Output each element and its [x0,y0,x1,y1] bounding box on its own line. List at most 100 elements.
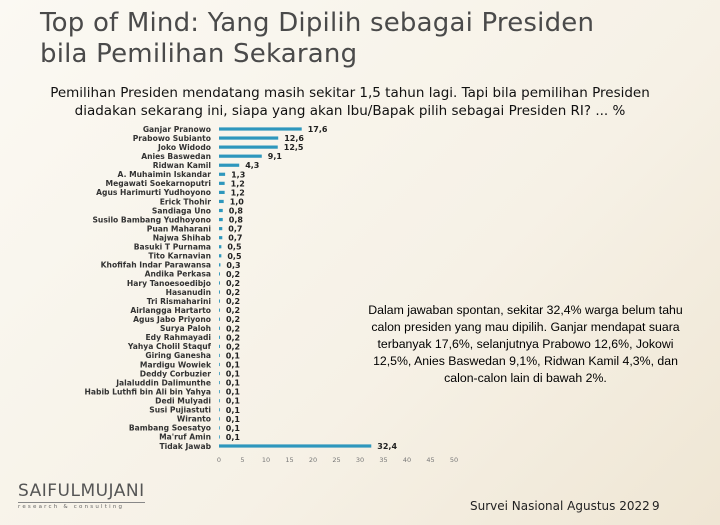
bar [219,136,279,140]
value-label: 0,1 [226,415,241,424]
bar [219,190,225,194]
bar [219,145,278,149]
category-label: Prabowo Subianto [133,134,211,143]
category-label: Hary Tanoesoedibjo [127,279,211,288]
bar [219,308,220,312]
bar [219,236,223,240]
value-label: 1,2 [231,188,245,197]
value-label: 0,1 [226,360,241,369]
bar [219,181,225,185]
value-label: 1,3 [231,170,245,179]
bar [219,408,220,412]
question-line-1: Pemilihan Presiden mendatang masih sekit… [50,85,650,101]
bar [219,317,220,321]
category-label: Agus Harimurti Yudhoyono [96,188,211,197]
value-label: 32,4 [377,442,397,451]
logo-tagline: research & consulting [18,504,125,510]
category-label: Deddy Corbuzier [140,369,211,378]
summary-note: Dalam jawaban spontan, sekitar 32,4% war… [368,303,683,385]
value-label: 4,3 [245,161,259,170]
question-text: Pemilihan Presiden mendatang masih sekit… [30,84,670,120]
value-label: 0,8 [229,216,244,225]
bar [219,390,220,394]
x-tick-label: 10 [262,456,270,464]
bar [219,435,220,439]
x-tick-label: 45 [426,456,434,464]
category-label: Bambang Soesatyo [129,424,211,433]
value-label: 0,1 [226,406,241,415]
value-label: 0,3 [226,261,240,270]
category-label: Jalaluddin Dalimunthe [115,378,211,387]
x-tick-label: 30 [356,456,364,464]
bar [219,353,220,358]
value-label: 0,2 [226,315,240,324]
category-label: Surya Paloh [160,324,211,333]
bar [219,127,302,131]
category-label: Ridwan Kamil [153,161,211,170]
title-line-1: Top of Mind: Yang Dipilih sebagai Presid… [40,8,595,38]
category-label: Erick Thohir [160,197,212,206]
category-label: Khofifah Indar Parawansa [101,261,211,270]
value-label: 0,1 [226,433,241,442]
category-label: Yahya Cholil Staquf [127,342,212,351]
bar [219,335,220,339]
value-label: 0,2 [226,288,240,297]
bar [219,344,220,348]
category-label: Megawati Soekarnoputri [106,179,211,188]
bar [219,254,222,258]
value-label: 0,2 [226,306,240,315]
value-label: 1,2 [231,179,245,188]
value-label: 0,5 [227,252,242,261]
category-label: Sandiaga Uno [152,206,211,215]
bar [219,154,262,158]
bar [219,172,226,176]
bar [219,371,220,376]
value-label: 0,5 [227,243,242,252]
category-label: Dedi Mulyadi [155,397,211,406]
category-label: Basuki T Purnama [134,243,211,252]
value-label: 12,6 [284,134,304,143]
value-label: 0,1 [226,351,241,360]
category-label: A. Muhaimin Iskandar [118,170,212,179]
category-label: Susi Pujiastuti [149,406,211,415]
category-label: Susilo Bambang Yudhoyono [92,215,211,224]
category-label: Habib Luthfi bin Ali bin Yahya [85,387,211,396]
category-label: Hasanudin [166,288,211,297]
bar [219,426,220,430]
category-label: Ma'ruf Amin [159,433,211,442]
bar [219,208,223,213]
bar [219,263,221,267]
value-label: 9,1 [268,152,283,161]
title-line-2: bila Pemilihan Sekarang [40,39,358,69]
logo-name: SAIFULMUJANI [18,481,145,503]
logo: SAIFULMUJANI research & consulting [18,481,145,510]
value-label: 0,1 [226,424,241,433]
category-label: Ganjar Pranowo [143,125,211,134]
value-label: 0,7 [228,234,242,243]
value-label: 0,2 [226,270,240,279]
value-label: 0,2 [226,342,240,351]
category-label: Tidak Jawab [159,442,211,451]
bar [219,399,220,403]
category-label: Edy Rahmayadi [145,333,211,342]
category-label: Anies Baswedan [141,152,211,161]
x-tick-label: 40 [403,456,411,464]
survey-name: Survei Nasional Agustus 2022 [470,499,650,513]
category-label: Najwa Shihab [153,233,212,242]
page-title: Top of Mind: Yang Dipilih sebagai Presid… [40,8,594,70]
value-label: 0,2 [226,279,240,288]
category-label: Tri Rismaharini [147,297,211,306]
category-label: Puan Maharani [147,224,211,233]
value-label: 0,1 [226,370,241,379]
bar [219,299,220,303]
bar [219,381,220,385]
value-label: 0,1 [226,379,241,388]
x-tick-label: 15 [285,456,293,464]
value-label: 0,7 [228,225,242,234]
bar [219,362,220,367]
x-tick-label: 50 [450,456,458,464]
category-label: Giring Ganesha [145,351,211,360]
x-tick-label: 20 [309,456,317,464]
bar [219,272,220,276]
